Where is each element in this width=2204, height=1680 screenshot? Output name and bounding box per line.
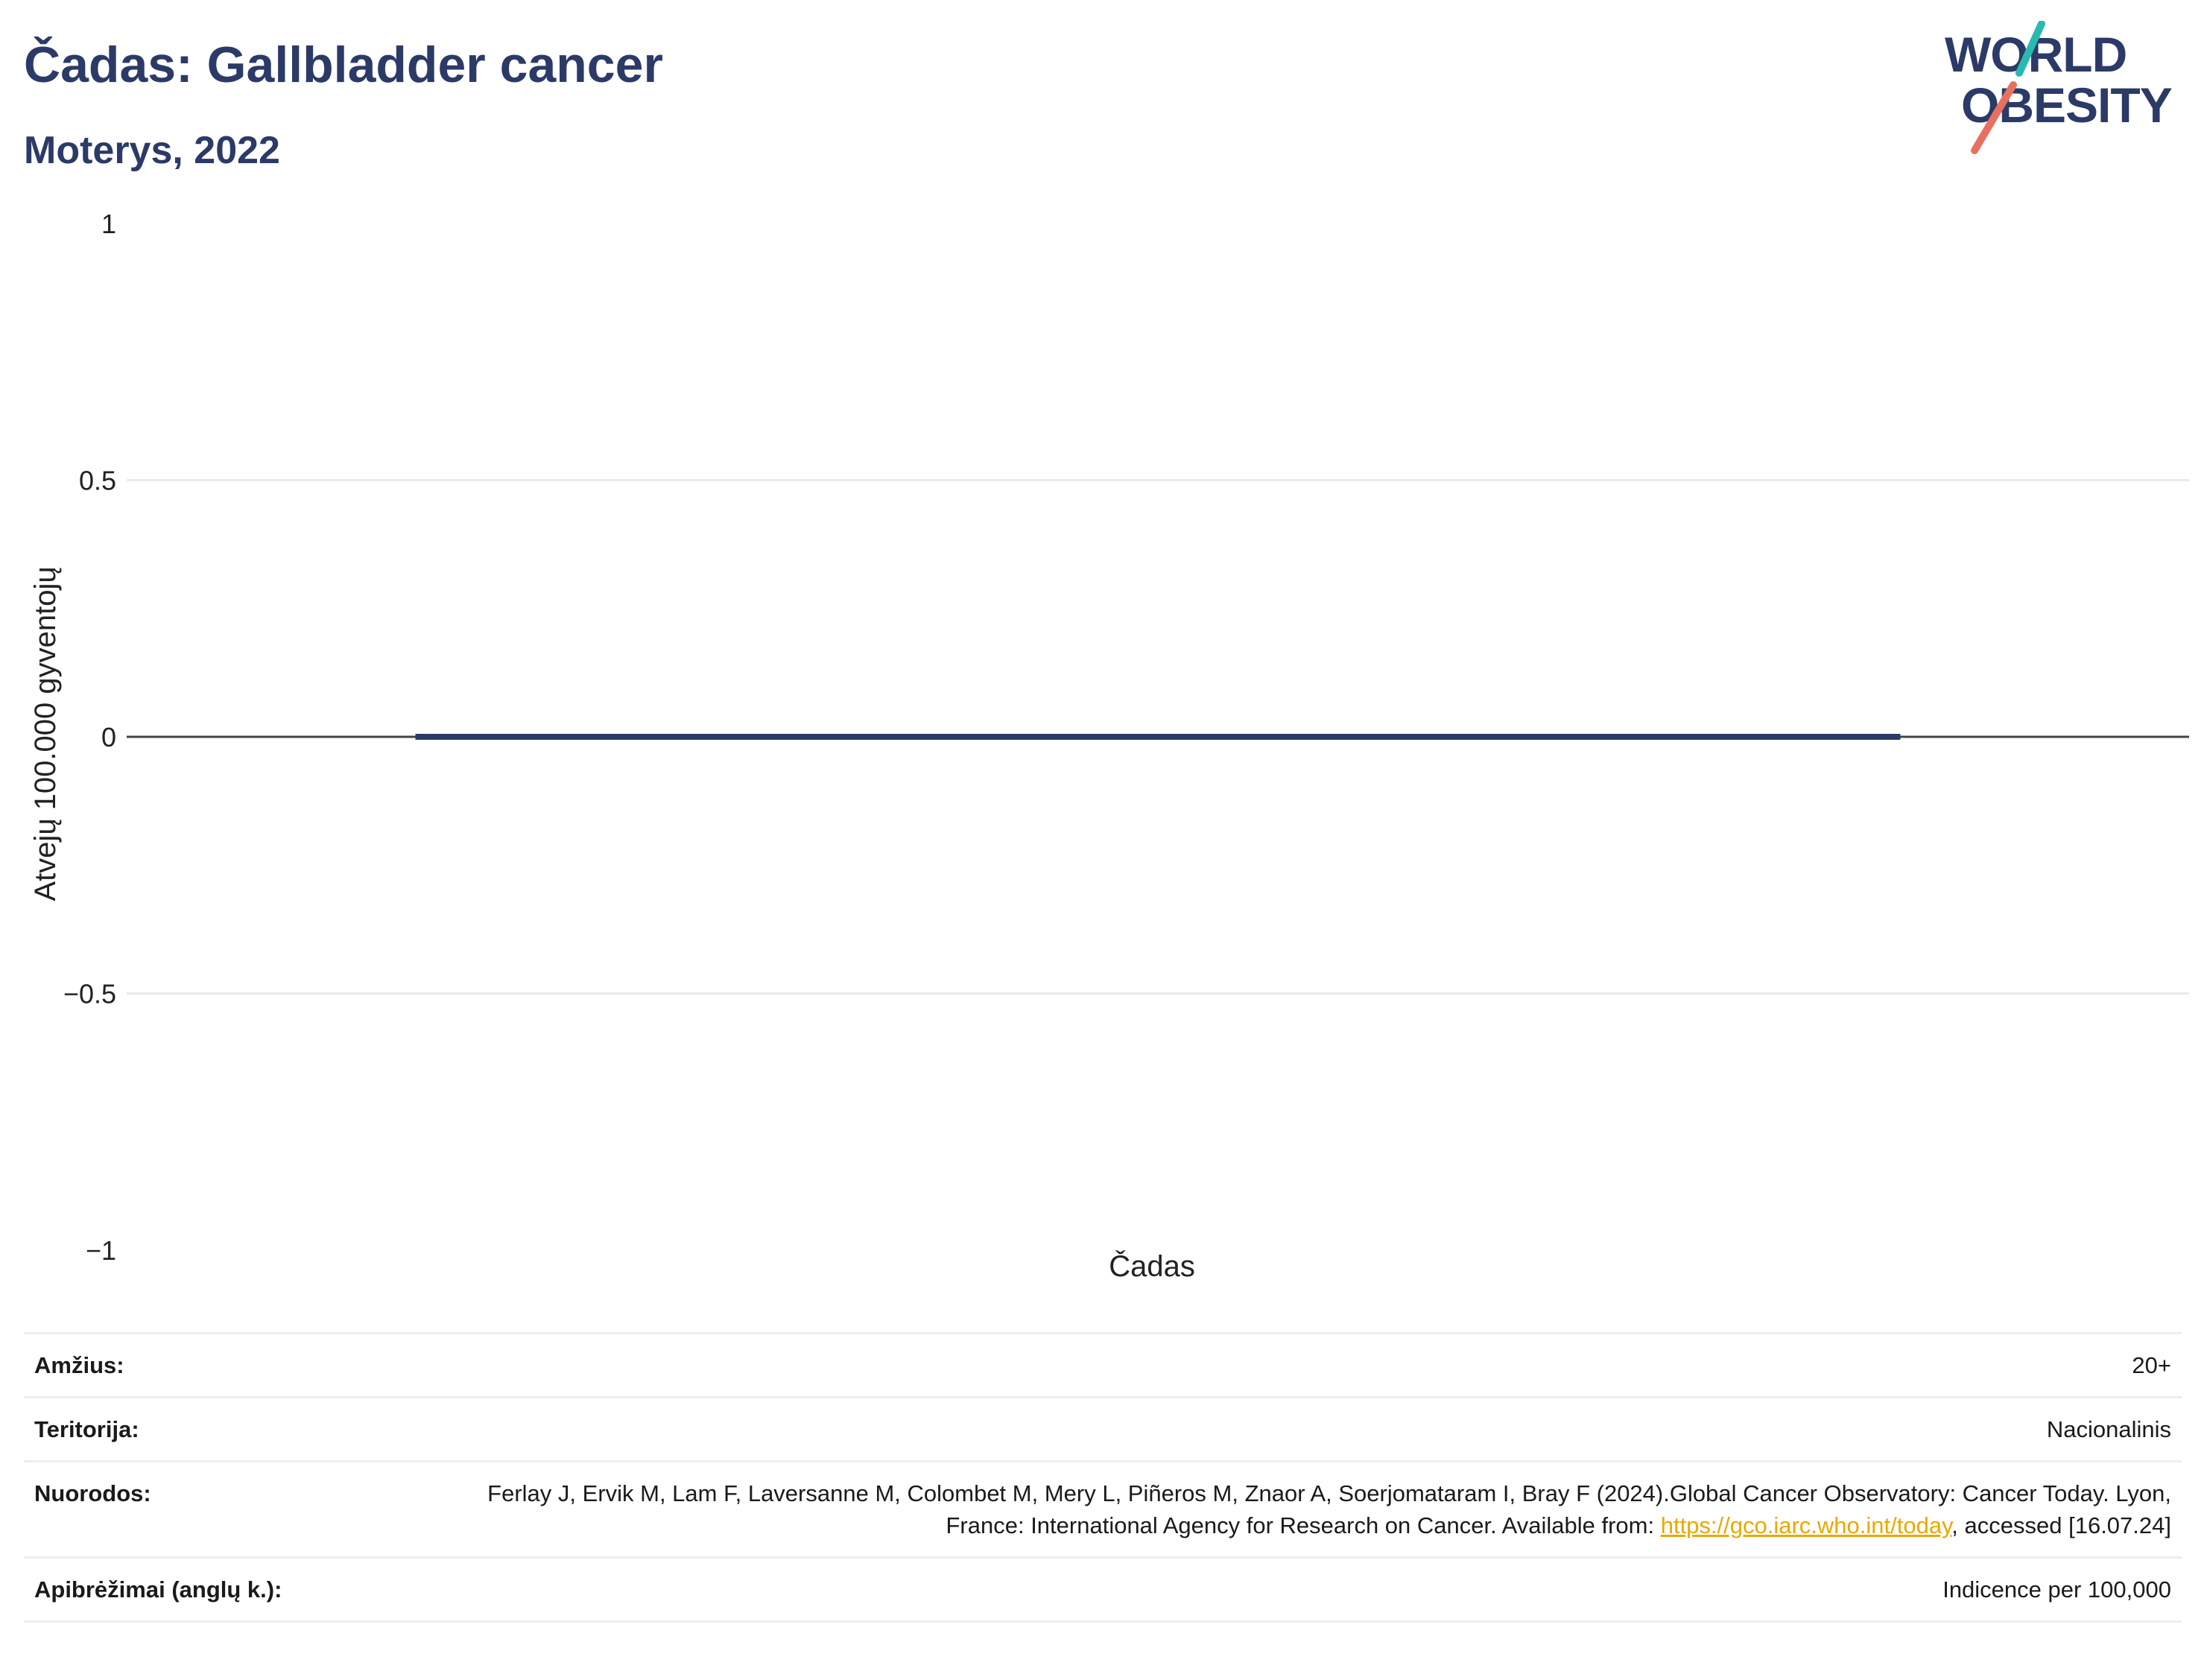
references-value: Ferlay J, Ervik M, Lam F, Laversanne M, … [432, 1462, 2182, 1558]
info-row-references: Nuorodos: Ferlay J, Ervik M, Lam F, Lave… [24, 1461, 2182, 1558]
references-accessed: , accessed [16.07.24] [1951, 1512, 2171, 1538]
x-axis-title: Čadas [1109, 1249, 1195, 1283]
info-table: Amžius: 20+ Teritorija: Nacionalinis Nuo… [24, 1332, 2182, 1623]
info-row-age: Amžius: 20+ [24, 1333, 2182, 1398]
page-subtitle: Moterys, 2022 [24, 129, 280, 172]
y-tick-labels: 1 0.5 0 −0.5 −1 [63, 209, 116, 1266]
bars [415, 734, 1901, 740]
page-title: Čadas: Gallbladder cancer [24, 37, 663, 93]
bar[interactable] [415, 734, 1901, 740]
territory-label: Teritorija: [34, 1416, 139, 1442]
info-row-territory: Teritorija: Nacionalinis [24, 1397, 2182, 1462]
age-value: 20+ [2132, 1352, 2171, 1378]
world-obesity-logo: WORLD OBESITY [1945, 21, 2173, 154]
age-label: Amžius: [34, 1352, 124, 1378]
svg-text:OBESITY: OBESITY [1961, 77, 2172, 133]
y-tick-label: 1 [101, 209, 116, 239]
definitions-value: Indicence per 100,000 [1942, 1576, 2171, 1603]
y-tick-label: 0.5 [79, 466, 116, 496]
info-row-definitions: Apibrėžimai (anglų k.): Indicence per 10… [24, 1557, 2182, 1622]
references-label: Nuorodos: [34, 1480, 151, 1506]
references-link[interactable]: https://gco.iarc.who.int/today [1660, 1512, 1952, 1538]
definitions-label: Apibrėžimai (anglų k.): [34, 1576, 282, 1603]
y-tick-label: 0 [101, 722, 116, 752]
bar-chart: 1 0.5 0 −0.5 −1 Atvejų 100.000 gyventojų Čad… [29, 209, 2189, 1283]
y-tick-label: −0.5 [63, 979, 116, 1009]
y-tick-label: −1 [86, 1235, 116, 1266]
territory-value: Nacionalinis [2046, 1416, 2171, 1442]
references-text: Ferlay J, Ervik M, Lam F, Laversanne M, … [487, 1480, 2171, 1538]
y-axis-title: Atvejų 100.000 gyventojų [29, 566, 62, 901]
